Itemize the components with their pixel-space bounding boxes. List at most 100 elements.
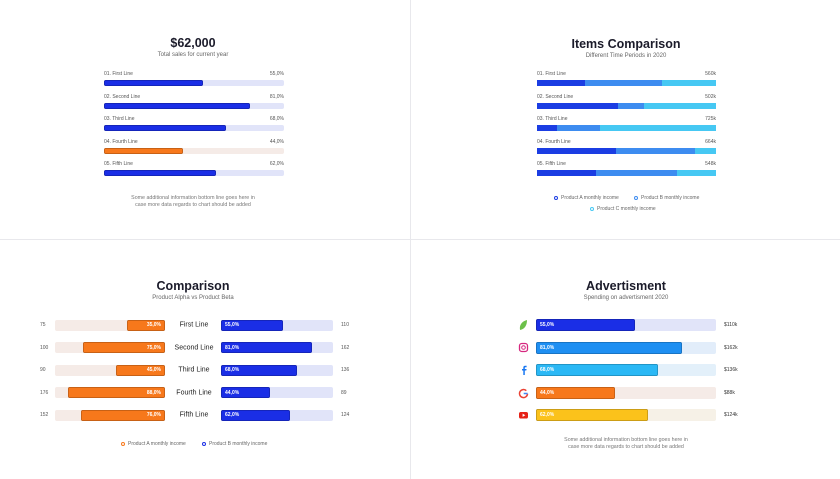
value-label: 55,0% [269,71,284,77]
bar [81,409,165,421]
bar [536,319,635,331]
count-label: 75 [40,322,46,328]
bar-label: 76,0% [146,412,161,418]
bar-label: 45,0% [146,367,161,373]
bar-segment [694,147,716,154]
chart-title: Comparison [156,279,230,293]
bar-label: 68,0% [225,367,240,373]
amount-label: $110k [724,322,738,328]
bar [104,102,250,109]
count-label: 152 [40,412,49,418]
category-label: Second Line [174,344,214,351]
row-label: 05. Fifth Line [537,161,566,167]
bar-label: 81,0% [225,344,240,351]
row-label: 03. Third Line [104,116,135,122]
bar-segment [556,125,600,131]
bar [536,341,682,354]
amount-label: $162k [724,344,738,351]
bar-label: 35,0% [146,322,161,328]
row-label: 03. Third Line [537,116,568,122]
bar [104,80,203,86]
bar-segment [537,80,586,86]
total-label: 725k [705,116,716,122]
bar [104,125,227,131]
note: Some additional information bottom line … [131,195,255,208]
bar-label: 62,0% [540,412,555,418]
bar-segment [644,102,716,109]
value-label: 68,0% [269,116,284,122]
amount-label: $124k [724,412,738,418]
row-label: 01. First Line [537,71,566,77]
bar [104,170,216,176]
bar [221,387,271,398]
bar-label: 55,0% [225,322,240,328]
category-label: Fourth Line [176,389,212,396]
legend-label: Product C monthly income [597,206,656,212]
track [55,364,165,376]
leaf-icon [519,320,527,330]
bar-label: 68,0% [540,367,555,373]
row-label: 05. Fifth Line [104,161,133,167]
bar [115,364,165,376]
count-label: 136 [341,367,350,373]
bar-segment [537,125,557,131]
legend-label: Product B monthly income [641,195,700,201]
row-label: 02. Second Line [104,93,141,100]
total-label: 548k [705,161,716,167]
track [104,147,284,154]
total-label: 560k [705,71,716,77]
bar [104,147,184,154]
chart-title: Items Comparison [571,37,681,51]
legend-label: Product A monthly income [561,195,619,201]
bar-label: 75,0% [146,344,161,351]
count-label: 162 [341,344,350,351]
count-label: 90 [40,367,46,373]
google-icon [518,388,529,399]
chart-title: Advertisment [586,279,666,293]
amount-label: $136k [724,367,738,373]
bar-segment [585,80,663,86]
count-label: 89 [341,389,347,396]
category-label: First Line [179,321,209,329]
bar-segment [617,102,645,109]
category-label: Fifth Line [179,411,209,419]
legend-label: Product A monthly income [128,441,186,447]
track [221,387,333,398]
legend-marker [553,195,558,200]
chart-subtitle: Spending on advertisment 2020 [583,295,669,301]
bar [221,319,283,331]
value-label: 44,0% [269,138,284,145]
bar-label: 55,0% [540,322,555,328]
bar-label: 88,0% [146,389,161,396]
value-label: 81,0% [269,93,284,100]
bar [536,386,616,399]
bar [221,364,298,376]
bar-segment [537,147,616,154]
chart-subtitle: Product Alpha vs Product Beta [152,295,234,301]
amount-label: $88k [724,389,735,396]
track [55,319,165,331]
bar [221,409,291,421]
legend-marker [589,206,594,211]
bar [536,409,648,421]
bar-label: 44,0% [225,389,240,396]
bar [126,319,165,331]
legend-marker [633,195,638,200]
bar [68,387,165,398]
bar [82,342,165,353]
row-label: 04. Fourth Line [537,138,571,145]
chart-title: $62,000 [170,36,216,50]
bar-label: 81,0% [540,344,555,351]
row-label: 04. Fourth Line [104,138,138,145]
total-label: 502k [705,93,716,100]
bar-label: 62,0% [225,412,240,418]
count-label: 100 [40,344,49,351]
value-label: 62,0% [269,161,284,167]
note: Some additional information bottom line … [564,437,688,450]
bar-label: 44,0% [540,389,555,396]
category-label: Third Line [178,366,210,374]
chart-subtitle: Total sales for current year [157,52,229,58]
legend-marker [120,441,125,446]
bar-segment [537,102,618,109]
